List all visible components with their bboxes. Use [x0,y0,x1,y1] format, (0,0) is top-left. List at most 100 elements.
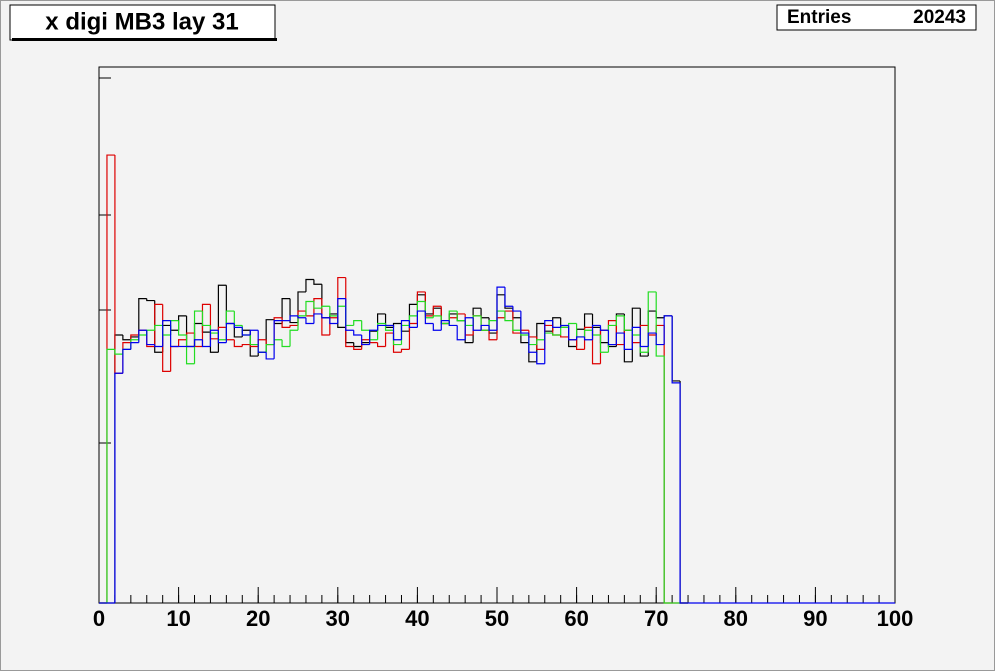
histogram-bin [400,320,410,340]
histogram-bin [265,343,275,353]
histogram-bin [201,311,211,327]
histogram-bin [512,311,521,334]
histogram-bin [241,327,251,336]
histogram-bin [392,325,402,341]
histogram-bin [138,298,147,337]
histogram-bin [281,339,291,348]
stats-label: Entries [787,7,851,28]
histogram-bin [599,335,609,353]
histogram-bin [353,320,362,326]
chart-title: x digi MB3 lay 31 [45,8,238,35]
histogram-bin [289,298,298,324]
histogram-bin [114,372,123,603]
histogram-bin [528,333,537,353]
histogram-bin [329,317,338,325]
title-shadow [12,38,277,41]
histogram-bin [544,320,553,364]
x-tick-label: 40 [405,606,429,631]
histogram-bin [504,287,513,307]
stats-value: 20243 [913,7,966,28]
histogram-bin [114,349,123,355]
histogram-bin [536,352,545,365]
histogram-bin [249,344,259,348]
histogram-bin [647,291,657,353]
histogram-bin [456,325,466,341]
x-tick-label: 60 [564,606,588,631]
x-tick-label: 50 [485,606,509,631]
histogram-bin [655,291,665,357]
histogram-bin [178,320,187,336]
histogram-bin [170,320,179,348]
histogram-bin [257,330,267,353]
histogram-bin [488,330,497,341]
x-tick-label: 100 [877,606,914,631]
histogram-bin [631,326,641,350]
histogram-bin [225,322,235,343]
y-axis-ticks [99,77,111,444]
histogram-bin [568,325,577,341]
histogram-bin [321,305,330,309]
histogram-bin [241,343,251,347]
histogram-bin [154,303,163,347]
histogram-bin [178,339,187,347]
histogram-bin [496,286,505,331]
histogram-bin [122,348,131,374]
histogram-bin [361,335,370,346]
histogram-bin [305,278,314,292]
histogram-bin [154,344,163,348]
histogram-bin [400,348,410,353]
histogram-bin [671,315,681,384]
histogram-bin [520,311,529,334]
histogram-bin [353,346,362,350]
histogram-bin [432,323,442,331]
histogram-bin [313,301,322,309]
histogram-bin [552,320,561,328]
histogram-bin [456,311,466,322]
x-tick-label: 20 [246,606,270,631]
histogram-bin [201,339,211,348]
histogram-bin [424,311,434,325]
histogram-bin [305,317,314,325]
histogram-bin [289,329,298,347]
histogram-bin [353,330,362,336]
histogram-bin [361,320,370,331]
histogram-bin [273,320,283,359]
x-tick-label: 10 [166,606,190,631]
histogram-bin [289,315,298,321]
histogram-bin [472,317,482,331]
histogram-bin [313,298,322,316]
histogram-bin [440,320,450,331]
histogram-bin [138,329,147,343]
histogram-bin [448,320,458,327]
histogram-bin [289,324,298,328]
histogram-bin [233,323,243,328]
histogram-bin [305,300,314,316]
histogram-bin [552,333,561,336]
histogram-bin [313,279,322,285]
x-tick-label: 70 [644,606,668,631]
histogram-bin [146,298,155,302]
histogram-bin [639,327,649,348]
x-tick-label: 30 [326,606,350,631]
histogram-bin [583,336,593,341]
histogram-bin [615,315,625,326]
histogram-bin [281,298,291,324]
histogram-bin [408,320,418,328]
histogram-bin [233,339,243,348]
histogram-bin [560,324,569,328]
histogram-bin [154,324,163,331]
histogram-bin [146,330,155,346]
histogram-bin [209,329,219,347]
histogram-bin [623,333,633,350]
histogram-bin [512,306,521,312]
histogram-bin [122,335,131,341]
histogram-bin [583,313,593,330]
histogram-bin [679,382,689,604]
histogram-bin [337,298,346,324]
histogram-bin [504,311,513,322]
histogram-bin [432,305,442,316]
stats-box [776,4,977,31]
histogram-bin [249,335,259,346]
histogram-bin [377,324,386,331]
